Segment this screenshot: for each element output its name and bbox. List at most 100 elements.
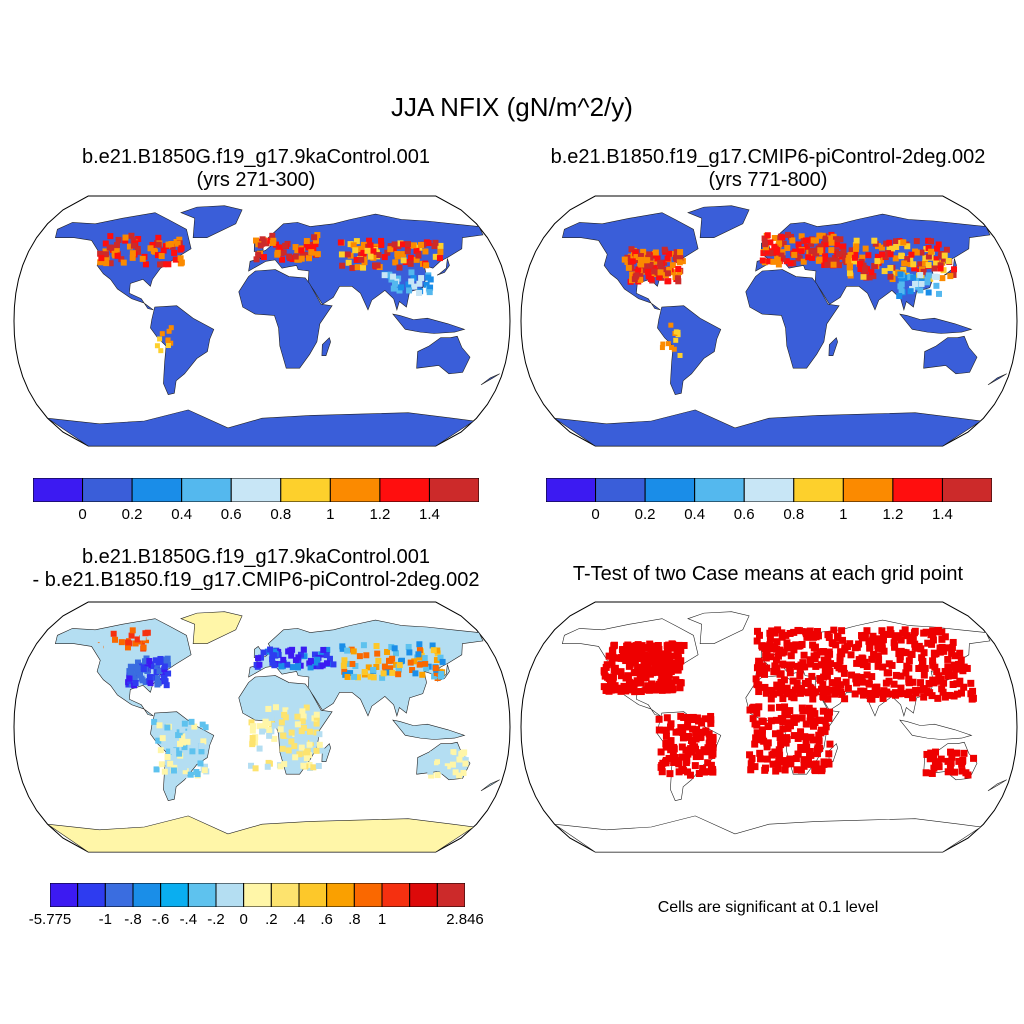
panel-title-tl-line1: b.e21.B1850G.f19_g17.9kaControl.001 (81, 146, 431, 168)
map-br-cell-patch (603, 661, 611, 669)
panel-title-bottom-right: T-Test of two Case means at each grid po… (512, 563, 1024, 586)
map-br-cell-patch (967, 690, 975, 698)
map-bl-cell-patch (134, 659, 141, 666)
map-br-cell-patch (767, 653, 775, 661)
map-bl-cell-patch (260, 649, 267, 656)
map-bl-cell-patch (289, 664, 296, 671)
map-tr-cell-patch (925, 272, 932, 279)
map-tr-cell-patch (766, 258, 773, 265)
map-bl-cell-patch (284, 661, 291, 668)
map-br-cell-patch (796, 642, 804, 650)
map-tr-cell-patch (917, 261, 924, 268)
map-tl-cell-patch (436, 255, 443, 262)
map-br-cell-patch (806, 750, 814, 758)
map-br-cell-patch (695, 770, 703, 778)
map-tr-cell-patch (945, 257, 952, 264)
map-tr-cell-patch (857, 265, 864, 272)
map-br-cell-patch (922, 769, 930, 777)
map-br-cell-patch (677, 646, 685, 654)
map-br-cell-patch (822, 723, 830, 731)
cbar-tr-tick-label: 1.2 (882, 506, 904, 523)
map-br-cell-patch (949, 680, 957, 688)
map-tl-cell-patch (381, 254, 388, 261)
map-tr-cell-patch (783, 258, 790, 265)
map-br-cell-patch (930, 679, 938, 687)
map-bl-cell-patch (256, 723, 263, 730)
map-bl-cell-patch (352, 663, 359, 670)
map-tr-cell-patch (928, 238, 935, 245)
map-br-cell-patch (916, 686, 924, 694)
map-br-cell-patch (806, 712, 814, 720)
cbar-bl-swatch (436, 882, 466, 908)
map-br-cell-patch (778, 715, 786, 723)
map-bl-cell-patch (434, 772, 441, 779)
map-bl-cell-patch (281, 761, 288, 768)
map-br-cell-patch (920, 629, 928, 637)
map-bl-cell-patch (146, 638, 153, 645)
map-br-cell-patch (650, 686, 658, 694)
map-br-cell-patch (776, 670, 784, 678)
map-bl-cell-patch (259, 728, 266, 735)
map-br-cell-patch (951, 768, 959, 776)
map-bl-cell-patch (411, 658, 418, 665)
map-br-cell-patch (926, 755, 934, 763)
map-br-cell-patch (782, 631, 790, 639)
map-br-cell-patch (701, 728, 709, 736)
map-bl-cell-patch (351, 673, 358, 680)
map-br-cell-patch (653, 649, 661, 657)
map-br-cell-patch (813, 651, 821, 659)
map-bl-cell-patch (292, 754, 299, 761)
map-br-cell-patch (859, 691, 867, 699)
map-br-cell-patch (886, 626, 894, 634)
map-tr-cell-patch (908, 251, 915, 258)
map-br-cell-patch (776, 648, 784, 656)
map-br-cell-patch (936, 677, 944, 685)
map-br-cell-patch (767, 695, 775, 703)
map-bl-cell-patch (431, 673, 438, 680)
map-tr-cell-patch (874, 253, 881, 260)
cbar-bl-tick-label: -.8 (124, 911, 142, 928)
map-tr-cell-patch (887, 264, 894, 271)
map-tl-cell-patch (418, 275, 425, 282)
map-br-cell-patch (668, 684, 676, 692)
map-tr-cell-patch (925, 289, 932, 296)
map-tr-cell-patch (643, 257, 650, 264)
map-br-cell-patch (809, 686, 817, 694)
map-tr-cell-patch (904, 243, 911, 250)
map-tr-cell-patch (925, 262, 932, 269)
map-tr-cell-patch (938, 251, 945, 258)
map-tr-cell-patch (805, 254, 812, 261)
map-tl-cell-patch (154, 252, 161, 259)
map-br-cell-patch (897, 672, 905, 680)
map-bl-cell-patch (461, 749, 468, 756)
map-bl-cell-patch (419, 671, 426, 678)
map-br-cell-patch (801, 733, 809, 741)
map-tr-cell-patch (907, 255, 914, 262)
map-tl-cell-patch (277, 244, 284, 251)
map-br-cell-patch (636, 646, 644, 654)
map-br-cell-patch (675, 759, 683, 767)
map-br-cell-patch (920, 671, 928, 679)
map-br-cell-patch (797, 766, 805, 774)
map-bl-cell-patch (319, 662, 326, 669)
map-bl-cell-patch (315, 762, 322, 769)
map-bl-cell-patch (181, 772, 188, 779)
map-tr-cell-patch (939, 275, 946, 282)
map-bl-cell-patch (269, 656, 276, 663)
map-tl-cell-patch (358, 245, 365, 252)
map-br-cell-patch (776, 751, 784, 759)
map-br-cell-patch (799, 663, 807, 671)
map-br-cell-patch (627, 654, 635, 662)
map-br-cell-patch (761, 642, 769, 650)
map-tr-cell-patch (666, 266, 673, 273)
map-br-cell-patch (755, 681, 763, 689)
map-br-cell-patch (840, 669, 848, 677)
map-bl-cell-patch (280, 660, 287, 667)
map-bl-cell-patch (444, 763, 451, 770)
map-br-cell-patch (618, 646, 626, 654)
map-tl-cell-patch (399, 241, 406, 248)
map-bl-cell-patch (158, 761, 165, 768)
map-br-cell-patch (662, 726, 670, 734)
map-bl-cell-patch (181, 744, 188, 751)
map-br-cell-patch (786, 629, 794, 637)
